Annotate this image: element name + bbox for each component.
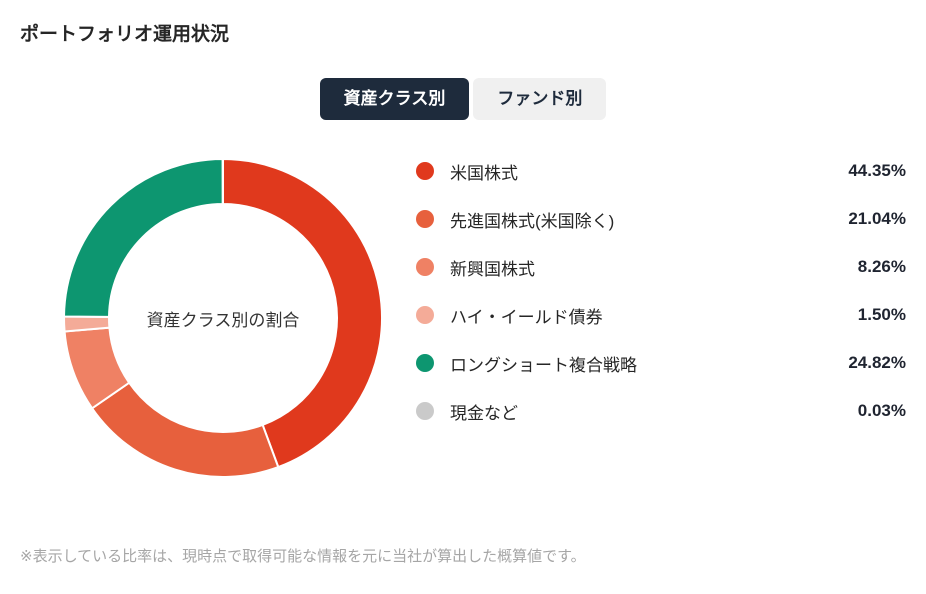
legend-item: ロングショート複合戦略 24.82%: [416, 339, 906, 387]
legend-color-dot: [416, 306, 434, 325]
tab-asset-class[interactable]: 資産クラス別: [319, 77, 470, 121]
legend-label: 現金など: [450, 403, 518, 423]
legend-color-dot: [416, 402, 434, 421]
legend-color-dot: [416, 258, 434, 277]
legend-item: ハイ・イールド債券 1.50%: [416, 291, 906, 339]
legend-color-dot: [416, 210, 434, 229]
legend-item: 先進国株式(米国除く) 21.04%: [416, 195, 906, 243]
legend-value: 21.04%: [848, 209, 906, 229]
donut-chart-wrap: 資産クラス別の割合: [62, 157, 384, 479]
donut-segment-1[interactable]: [90, 381, 280, 479]
tab-fund[interactable]: ファンド別: [473, 77, 607, 121]
chart-area: 資産クラス別の割合 米国株式 44.35% 先進国株式(米国除く) 21.04% 新興国…: [20, 157, 906, 479]
page-title: ポートフォリオ運用状況: [20, 24, 230, 45]
legend-value: 44.35%: [848, 161, 906, 181]
donut-chart: [62, 158, 383, 479]
chart-view-tabs: 資産クラス別 ファンド別: [20, 77, 906, 121]
legend-label: 米国株式: [450, 163, 518, 183]
legend-item: 米国株式 44.35%: [416, 147, 906, 195]
legend-item: 新興国株式 8.26%: [416, 243, 906, 291]
legend-label: 新興国株式: [450, 259, 535, 279]
legend-label: ロングショート複合戦略: [450, 355, 637, 375]
footnote: ※表示している比率は、現時点で取得可能な情報を元に当社が算出した概算値です。: [20, 548, 586, 566]
legend-color-dot: [416, 162, 434, 181]
legend: 米国株式 44.35% 先進国株式(米国除く) 21.04% 新興国株式 8.26% ハイ・…: [416, 147, 906, 479]
donut-segment-4[interactable]: [62, 158, 224, 319]
legend-label: 先進国株式(米国除く): [450, 211, 615, 231]
legend-color-dot: [416, 354, 434, 373]
legend-value: 0.03%: [857, 401, 906, 421]
legend-value: 24.82%: [848, 353, 906, 373]
donut-segment-3[interactable]: [63, 315, 111, 333]
legend-item: 現金など 0.03%: [416, 387, 906, 435]
donut-segment-0[interactable]: [222, 158, 383, 469]
legend-label: ハイ・イールド債券: [450, 307, 603, 327]
legend-value: 1.50%: [857, 305, 906, 325]
legend-value: 8.26%: [857, 257, 906, 277]
